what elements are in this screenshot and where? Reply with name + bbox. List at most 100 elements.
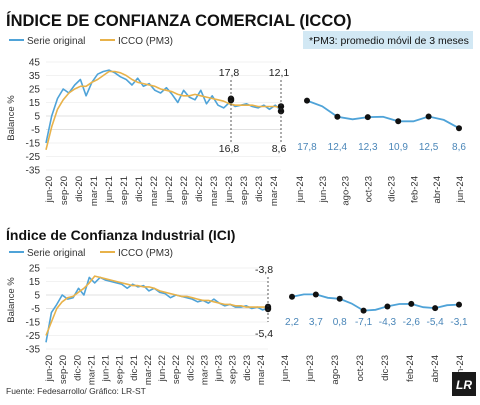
series-original-line <box>45 276 269 343</box>
zoom-value-label: 12,3 <box>358 142 378 153</box>
x-tick-label: mar-23 <box>209 176 220 206</box>
y-tick-label: -5 <box>31 304 40 315</box>
zoom-dot <box>360 307 367 314</box>
zoom-dot <box>312 291 319 298</box>
icco-grid <box>46 61 281 171</box>
icco-zoom-panel: 17,8 12,4 12,3 10,9 12,5 8,6 jun-24 jun-23 ago-2… <box>295 97 466 206</box>
x-tick-label: jun-23 <box>214 355 225 382</box>
legend-pm3-label: ICCO (PM3) <box>118 36 173 47</box>
zoom-x-tick-label: ago-23 <box>330 355 341 385</box>
zoom-line <box>306 99 460 129</box>
zoom-value-label: 8,6 <box>452 142 466 153</box>
x-tick-label: mar-23 <box>199 355 210 385</box>
ici-title: Índice de Confianza Industrial (ICI) <box>6 227 235 243</box>
legend-pm3-label-2: ICCO (PM3) <box>118 248 173 259</box>
zoom-x-tick-label: jun-23 <box>305 355 316 382</box>
y-tick-label: 25 <box>29 85 41 96</box>
zoom-x-tick-label: feb-24 <box>409 176 420 203</box>
y-tick-label: -25 <box>26 331 41 342</box>
series-pm3-line <box>45 70 282 150</box>
icco-y-ticks: 45 35 25 15 5 -5 -15 -25 -35 <box>26 58 41 177</box>
lr-logo: LR <box>452 372 476 396</box>
zoom-value-label: 3,7 <box>309 317 323 328</box>
zoom-x-tick-label: jun-24 <box>455 355 466 382</box>
x-tick-label: dic-23 <box>254 176 265 202</box>
icco-ylabel: Balance % <box>6 95 17 141</box>
ici-zoom-panel: 2,2 3,7 0,8 -7,1 -4,3 -2,6 -5,4 -3,1 jun-24 jun-2… <box>280 291 468 385</box>
x-tick-label: mar-21 <box>86 355 97 385</box>
icco-x-ticks: jun-20 sep-20 dic-20 mar-21 jun-21 sep-21 dic-… <box>44 176 280 206</box>
y-tick-label: 45 <box>29 58 41 69</box>
x-tick-label: mar-24 <box>269 176 280 206</box>
zoom-value-label: -7,1 <box>355 317 373 328</box>
y-tick-label: -35 <box>26 345 41 356</box>
series-original-line <box>45 69 282 144</box>
zoom-line <box>291 293 460 312</box>
note-text: *PM3: promedio móvil de 3 meses <box>309 35 469 47</box>
ici-lines <box>45 275 269 343</box>
zoom-dot <box>456 301 462 308</box>
zoom-value-label: 12,4 <box>328 142 348 153</box>
x-tick-label: jun-21 <box>101 355 112 382</box>
x-tick-label: dic-20 <box>74 176 85 202</box>
ici-legend: Serie original ICCO (PM3) <box>9 248 173 259</box>
highlight-label: 12,1 <box>269 67 290 79</box>
x-tick-label: jun-21 <box>104 176 115 203</box>
zoom-dot <box>425 113 432 120</box>
zoom-x-tick-label: dic-23 <box>386 176 397 202</box>
zoom-value-label: -5,4 <box>427 317 445 328</box>
zoom-x-tick-label: oct-23 <box>355 355 366 381</box>
x-tick-label: sep-23 <box>228 355 239 384</box>
zoom-value-label: 0,8 <box>333 317 347 328</box>
zoom-value-label: 12,5 <box>419 142 439 153</box>
x-tick-label: dic-21 <box>129 355 140 381</box>
zoom-value-label: 10,9 <box>388 142 408 153</box>
zoom-x-tick-label: ago-23 <box>341 176 352 206</box>
zoom-x-tick-label: abr-24 <box>430 355 441 382</box>
zoom-dot <box>408 300 415 307</box>
y-tick-label: -5 <box>31 125 40 136</box>
x-tick-label: mar-22 <box>143 355 154 385</box>
x-tick-label: dic-22 <box>185 355 196 381</box>
x-tick-label: jun-23 <box>224 176 235 203</box>
y-tick-label: 15 <box>29 98 41 109</box>
x-tick-label: sep-21 <box>119 176 130 205</box>
zoom-value-label: 2,2 <box>285 317 299 328</box>
zoom-dot <box>304 97 310 104</box>
series-pm3-line <box>45 275 268 336</box>
x-tick-label: sep-22 <box>171 355 182 384</box>
zoom-x-tick-label: jun-24 <box>295 176 306 203</box>
zoom-dot <box>432 305 439 312</box>
ici-grid <box>46 267 268 350</box>
y-tick-label: 5 <box>34 291 40 302</box>
highlight-label: 17,8 <box>219 67 240 79</box>
zoom-x-tick-label: oct-23 <box>364 176 375 202</box>
highlight-label: 8,6 <box>272 143 287 155</box>
ici-x-ticks: jun-20 sep-20 dic-20 mar-21 jun-21 sep-21 dic-… <box>44 355 267 385</box>
zoom-dot <box>384 303 391 310</box>
x-tick-label: sep-20 <box>58 355 69 384</box>
highlight-label: 16,8 <box>219 143 240 155</box>
zoom-dot <box>364 114 371 121</box>
icco-title: ÍNDICE DE CONFIANZA COMERCIAL (ICCO) <box>6 11 352 30</box>
x-tick-label: mar-21 <box>89 176 100 206</box>
y-tick-label: -15 <box>26 318 41 329</box>
x-tick-label: mar-22 <box>149 176 160 206</box>
y-tick-label: -25 <box>26 152 41 163</box>
zoom-value-label: 17,8 <box>297 142 317 153</box>
zoom-dot <box>395 118 402 125</box>
lr-logo-text: LR <box>456 378 472 392</box>
icco-lines <box>45 69 282 150</box>
legend-original-label: Serie original <box>27 36 85 47</box>
x-tick-label: sep-23 <box>239 176 250 205</box>
x-tick-label: dic-20 <box>72 355 83 381</box>
x-tick-label: sep-21 <box>115 355 126 384</box>
zoom-dot <box>456 125 462 132</box>
y-tick-label: 35 <box>29 71 41 82</box>
x-tick-label: jun-20 <box>44 176 55 203</box>
y-tick-label: -35 <box>26 166 41 177</box>
icco-highlights: 17,8 16,8 12,1 8,6 <box>219 67 290 155</box>
zoom-x-tick-label: jun-24 <box>455 176 466 203</box>
zoom-dot <box>289 293 295 300</box>
